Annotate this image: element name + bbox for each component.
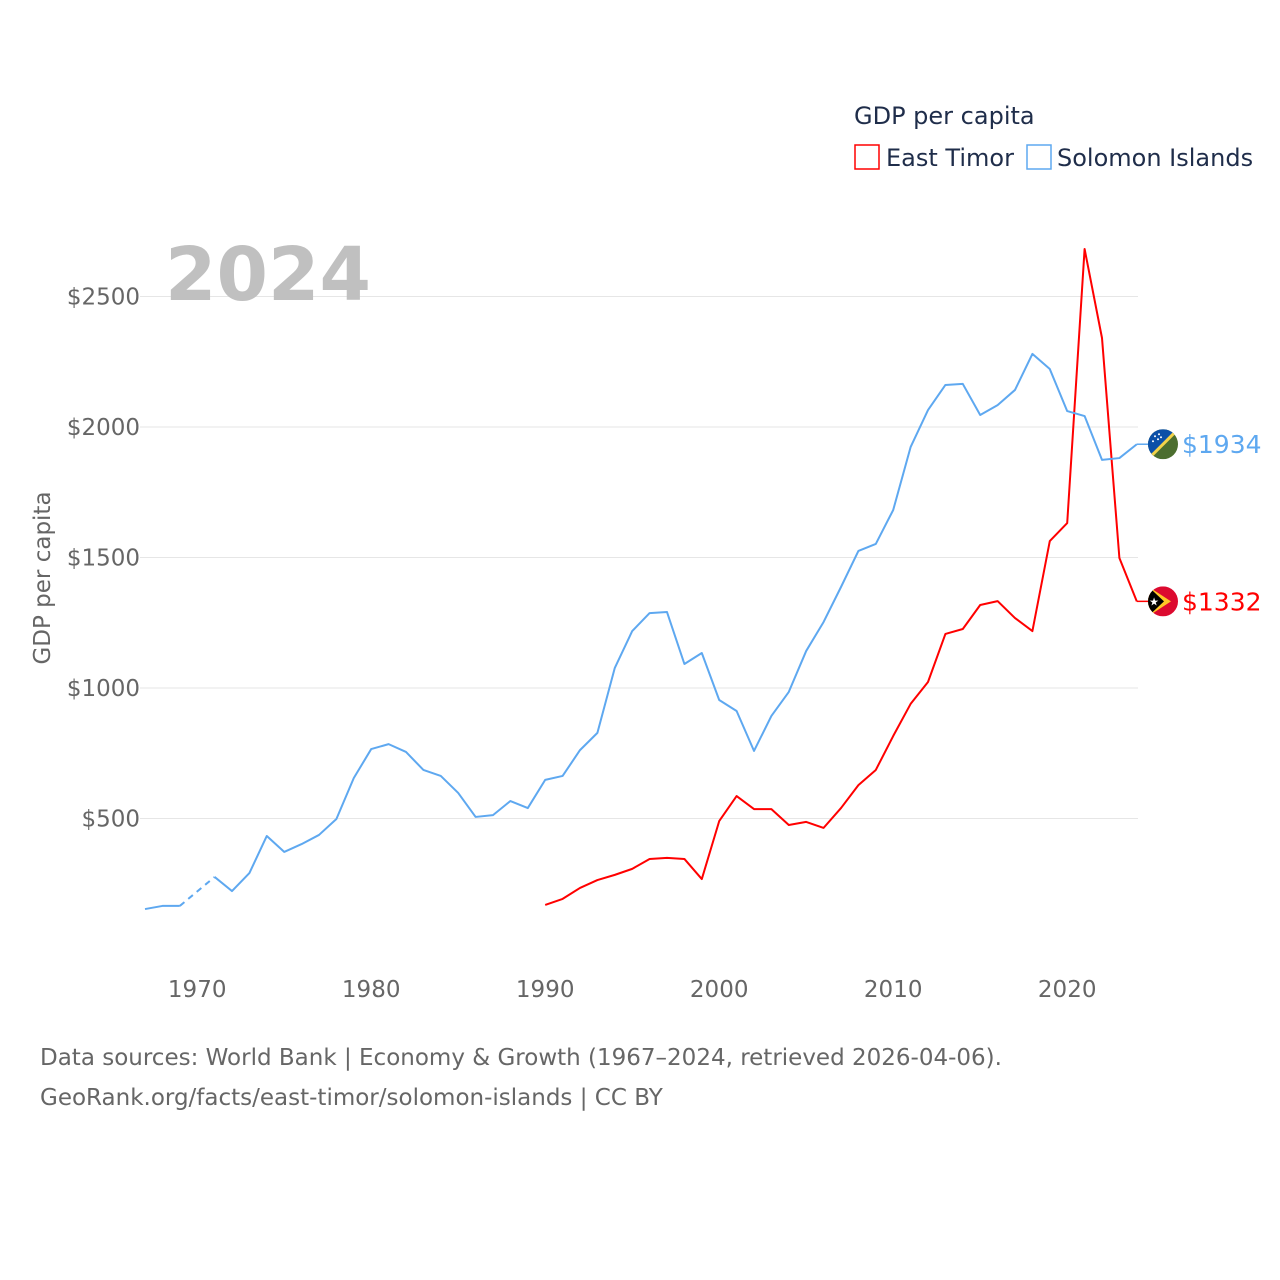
legend-label-solomon-islands: Solomon Islands: [1057, 144, 1253, 172]
legend-swatch-solomon-islands: [1026, 144, 1052, 170]
series-gap-solomon-islands: [179, 876, 216, 907]
y-tick-label: $1500: [67, 546, 140, 572]
footer-attribution: GeoRank.org/facts/east-timor/solomon-isl…: [40, 1085, 663, 1111]
x-tick-label: 2000: [690, 977, 749, 1003]
legend-title: GDP per capita: [854, 102, 1035, 130]
svg-text:★: ★: [1149, 596, 1159, 608]
y-tick-label: $2500: [67, 285, 140, 311]
x-tick-label: 2010: [864, 977, 923, 1003]
x-tick-label: 1990: [516, 977, 575, 1003]
y-axis-label: GDP per capita: [30, 491, 56, 664]
solomon-islands-flag-icon: [1148, 429, 1178, 460]
series-line-east-timor: [544, 247, 1138, 906]
legend-label-east-timor: East Timor: [886, 144, 1014, 172]
x-tick-label: 1980: [342, 977, 401, 1003]
footer-sources: Data sources: World Bank | Economy & Gro…: [40, 1045, 1002, 1071]
legend-swatch-east-timor: [854, 144, 880, 170]
end-value-label-east-timor: $1332: [1182, 587, 1262, 616]
y-tick-label: $1000: [67, 676, 140, 702]
series-line-solomon-islands: [144, 904, 180, 911]
year-watermark: 2024: [165, 232, 371, 318]
x-tick-label: 2020: [1038, 977, 1097, 1003]
y-tick-label: $500: [81, 807, 140, 833]
y-tick-label: $2000: [67, 415, 140, 441]
east-timor-flag-icon: ★: [1148, 586, 1178, 617]
end-value-label-solomon-islands: $1934: [1182, 430, 1262, 459]
x-tick-label: 1970: [168, 977, 227, 1003]
series-line-solomon-islands: [213, 352, 1138, 893]
